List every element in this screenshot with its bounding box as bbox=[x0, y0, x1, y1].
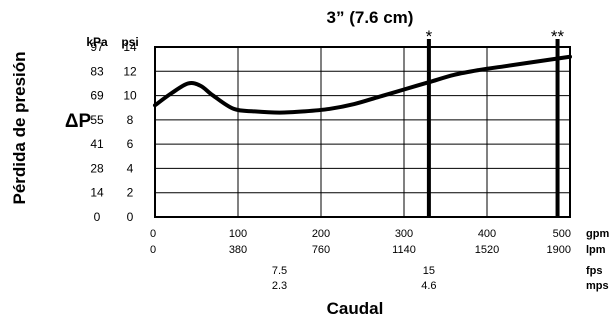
x-tick-lpm: 1900 bbox=[547, 244, 571, 256]
y-tick-psi: 8 bbox=[127, 113, 134, 127]
x-unit-lpm: lpm bbox=[586, 244, 606, 256]
series-layer bbox=[153, 54, 572, 115]
x-tick-mps: 2.3 bbox=[272, 280, 287, 292]
grid bbox=[154, 46, 571, 218]
plot-frame bbox=[154, 46, 571, 218]
chart-title: 3” (7.6 cm) bbox=[327, 8, 414, 27]
y-axis-symbol: ΔP bbox=[65, 111, 92, 132]
x-tick-lpm: 0 bbox=[150, 244, 156, 256]
x-tick-gpm: 0 bbox=[150, 228, 156, 240]
y-tick-psi: 4 bbox=[127, 161, 134, 175]
y-tick-kpa: 83 bbox=[90, 64, 104, 78]
x-unit-fps: fps bbox=[586, 265, 603, 277]
y-tick-psi: 10 bbox=[123, 89, 137, 103]
y-tick-psi: 14 bbox=[123, 40, 137, 54]
y-tick-kpa: 0 bbox=[94, 210, 101, 224]
y-axis-label: Pérdida de presión bbox=[10, 51, 29, 204]
x-tick-gpm: 100 bbox=[229, 228, 247, 240]
y-tick-kpa: 28 bbox=[90, 161, 104, 175]
y-tick-psi: 6 bbox=[127, 137, 134, 151]
x-tick-lpm: 1520 bbox=[475, 244, 499, 256]
y-tick-kpa: 41 bbox=[90, 137, 104, 151]
x-tick-fps: 7.5 bbox=[272, 265, 287, 277]
y-unit-psi: psi bbox=[121, 35, 138, 49]
y-tick-psi: 12 bbox=[123, 64, 137, 78]
series-line bbox=[153, 54, 572, 115]
y-tick-kpa: 69 bbox=[90, 89, 104, 103]
x-unit-mps: mps bbox=[586, 280, 609, 292]
x-tick-lpm: 1140 bbox=[392, 244, 416, 256]
y-tick-kpa: 97 bbox=[90, 40, 104, 54]
x-tick-gpm: 400 bbox=[478, 228, 496, 240]
y-tick-psi: 0 bbox=[127, 210, 134, 224]
y-tick-labels: 0 0 2 14 4 28 6 41 8 55 10 69 12 83 14 97 bbox=[90, 40, 137, 224]
x-axis-label: Caudal bbox=[327, 299, 384, 318]
x-tick-lpm: 760 bbox=[312, 244, 330, 256]
y-tick-psi: 2 bbox=[127, 186, 134, 200]
marker-label: ** bbox=[551, 27, 565, 46]
x-tick-gpm: 200 bbox=[312, 228, 330, 240]
threshold-markers: * ** bbox=[426, 27, 565, 217]
x-tick-lpm: 380 bbox=[229, 244, 247, 256]
y-unit-kpa: kPa bbox=[86, 35, 108, 49]
marker-label: * bbox=[426, 27, 433, 46]
y-tick-kpa: 55 bbox=[90, 113, 104, 127]
x-tick-gpm: 300 bbox=[395, 228, 413, 240]
y-tick-kpa: 14 bbox=[90, 186, 104, 200]
x-unit-gpm: gpm bbox=[586, 228, 609, 240]
x-tick-labels: 0 100 200 300 400 500 gpm 0 380 760 1140 1520 1900 lp… bbox=[150, 228, 609, 292]
x-tick-mps: 4.6 bbox=[421, 280, 436, 292]
x-tick-gpm: 500 bbox=[553, 228, 571, 240]
x-tick-fps: 15 bbox=[423, 265, 435, 277]
